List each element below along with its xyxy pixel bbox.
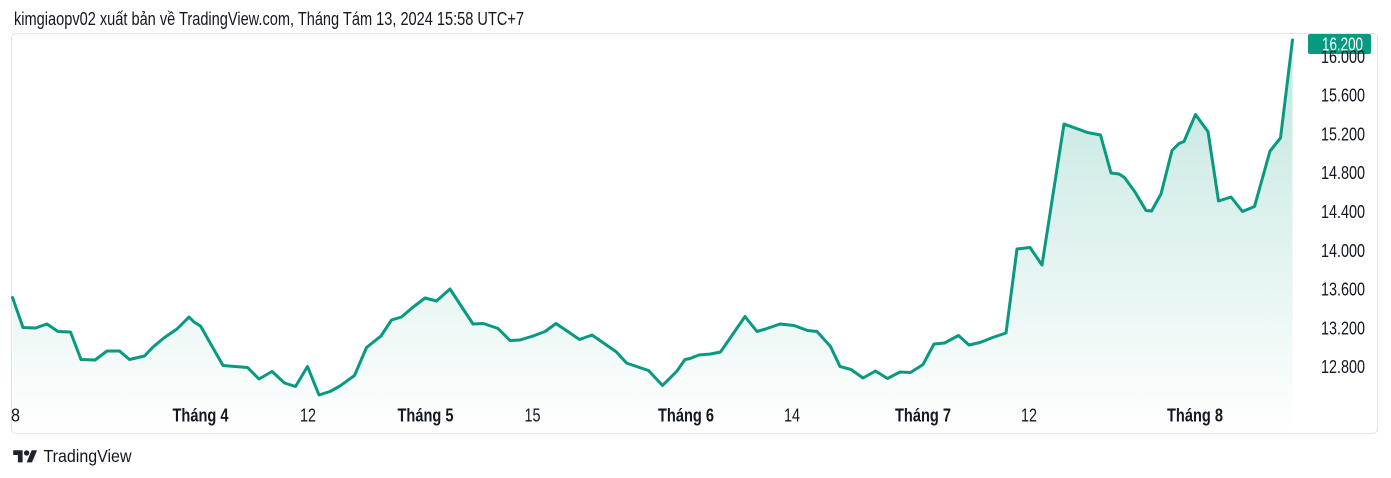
- svg-text:13.600: 13.600: [1321, 279, 1365, 300]
- svg-text:Tháng 4: Tháng 4: [173, 405, 230, 426]
- svg-text:14.800: 14.800: [1321, 162, 1365, 183]
- svg-text:16.200: 16.200: [1322, 34, 1363, 55]
- svg-text:kimgiaopv02 xuất bản về Tradin: kimgiaopv02 xuất bản về TradingView.com,…: [14, 9, 524, 29]
- svg-text:12: 12: [1021, 405, 1037, 426]
- svg-text:13.200: 13.200: [1321, 317, 1365, 338]
- svg-text:12: 12: [300, 405, 316, 426]
- svg-text:Tháng 6: Tháng 6: [658, 405, 714, 426]
- svg-text:TradingView: TradingView: [44, 446, 132, 466]
- svg-text:15.600: 15.600: [1321, 85, 1365, 106]
- svg-text:14.400: 14.400: [1321, 201, 1365, 222]
- svg-text:8: 8: [11, 405, 20, 426]
- svg-text:12.800: 12.800: [1321, 356, 1365, 377]
- svg-text:Tháng 7: Tháng 7: [895, 405, 951, 426]
- svg-text:15: 15: [525, 405, 541, 426]
- svg-text:15.200: 15.200: [1321, 123, 1365, 144]
- svg-text:Tháng 5: Tháng 5: [398, 405, 454, 426]
- svg-text:14: 14: [784, 405, 800, 426]
- svg-text:Tháng 8: Tháng 8: [1167, 405, 1223, 426]
- svg-text:14.000: 14.000: [1321, 240, 1365, 261]
- svg-text:16.000: 16.000: [1321, 46, 1365, 67]
